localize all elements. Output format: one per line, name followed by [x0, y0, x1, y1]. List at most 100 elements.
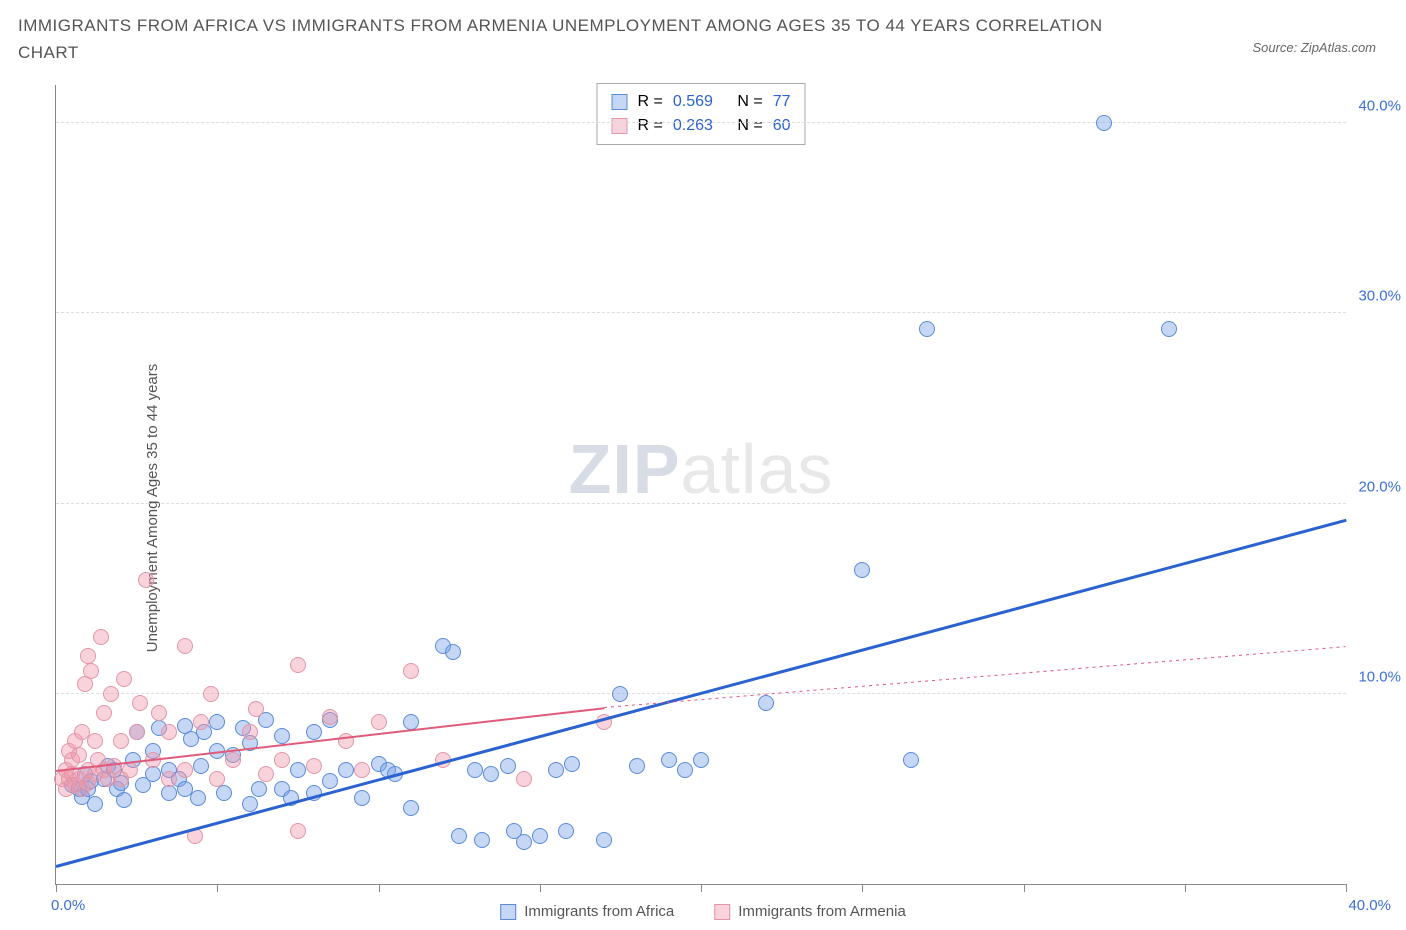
gridline: [56, 122, 1346, 123]
data-point: [248, 701, 264, 717]
watermark: ZIPatlas: [569, 429, 834, 509]
data-point: [532, 828, 548, 844]
r-value-africa: 0.569: [673, 90, 713, 114]
data-point: [854, 562, 870, 578]
data-point: [177, 638, 193, 654]
bottom-legend: Immigrants from Africa Immigrants from A…: [500, 903, 906, 920]
data-point: [190, 790, 206, 806]
r-label: R =: [638, 90, 663, 114]
x-tick: [379, 884, 380, 892]
source-credit: Source: ZipAtlas.com: [1252, 40, 1376, 55]
data-point: [193, 758, 209, 774]
data-point: [71, 747, 87, 763]
gridline: [56, 312, 1346, 313]
stats-row-armenia: R = 0.263 N = 60: [612, 114, 791, 138]
data-point: [306, 724, 322, 740]
data-point: [161, 724, 177, 740]
data-point: [116, 792, 132, 808]
x-tick: [1024, 884, 1025, 892]
data-point: [274, 728, 290, 744]
x-tick: [1185, 884, 1186, 892]
data-point: [290, 762, 306, 778]
data-point: [474, 832, 490, 848]
r-label: R =: [638, 114, 663, 138]
gridline: [56, 503, 1346, 504]
n-label: N =: [737, 114, 762, 138]
data-point: [129, 724, 145, 740]
data-point: [677, 762, 693, 778]
data-point: [629, 758, 645, 774]
y-tick-label: 10.0%: [1358, 668, 1401, 685]
data-point: [103, 686, 119, 702]
x-tick: [862, 884, 863, 892]
data-point: [322, 709, 338, 725]
data-point: [290, 657, 306, 673]
data-point: [451, 828, 467, 844]
swatch-africa: [500, 904, 516, 920]
data-point: [242, 796, 258, 812]
data-point: [96, 705, 112, 721]
data-point: [258, 766, 274, 782]
x-tick: [701, 884, 702, 892]
data-point: [225, 752, 241, 768]
y-tick-label: 30.0%: [1358, 288, 1401, 305]
data-point: [403, 663, 419, 679]
stats-row-africa: R = 0.569 N = 77: [612, 90, 791, 114]
data-point: [322, 773, 338, 789]
data-point: [193, 714, 209, 730]
data-point: [274, 752, 290, 768]
data-point: [467, 762, 483, 778]
data-point: [354, 790, 370, 806]
data-point: [177, 762, 193, 778]
data-point: [203, 686, 219, 702]
swatch-armenia: [612, 118, 628, 134]
chart-container: Unemployment Among Ages 35 to 44 years Z…: [0, 85, 1406, 930]
x-tick: [540, 884, 541, 892]
data-point: [758, 695, 774, 711]
data-point: [132, 695, 148, 711]
data-point: [209, 714, 225, 730]
data-point: [445, 644, 461, 660]
data-point: [116, 671, 132, 687]
data-point: [251, 781, 267, 797]
x-tick-label: 40.0%: [1348, 897, 1391, 914]
data-point: [290, 823, 306, 839]
x-tick: [56, 884, 57, 892]
data-point: [87, 796, 103, 812]
data-point: [596, 832, 612, 848]
data-point: [548, 762, 564, 778]
data-point: [612, 686, 628, 702]
swatch-armenia: [714, 904, 730, 920]
x-tick: [217, 884, 218, 892]
n-value-armenia: 60: [773, 114, 791, 138]
data-point: [93, 629, 109, 645]
data-point: [209, 771, 225, 787]
y-tick-label: 40.0%: [1358, 98, 1401, 115]
n-value-africa: 77: [773, 90, 791, 114]
data-point: [483, 766, 499, 782]
data-point: [558, 823, 574, 839]
data-point: [903, 752, 919, 768]
data-point: [500, 758, 516, 774]
data-point: [564, 756, 580, 772]
data-point: [83, 663, 99, 679]
r-value-armenia: 0.263: [673, 114, 713, 138]
data-point: [242, 724, 258, 740]
data-point: [306, 758, 322, 774]
data-point: [516, 771, 532, 787]
y-tick-label: 20.0%: [1358, 478, 1401, 495]
stats-legend-box: R = 0.569 N = 77 R = 0.263 N = 60: [597, 83, 806, 145]
data-point: [661, 752, 677, 768]
legend-item-armenia: Immigrants from Armenia: [714, 903, 906, 920]
legend-item-africa: Immigrants from Africa: [500, 903, 674, 920]
legend-label: Immigrants from Africa: [524, 903, 674, 920]
data-point: [693, 752, 709, 768]
data-point: [1096, 115, 1112, 131]
data-point: [151, 705, 167, 721]
data-point: [87, 733, 103, 749]
n-label: N =: [737, 90, 762, 114]
data-point: [371, 714, 387, 730]
data-point: [403, 800, 419, 816]
data-point: [1161, 321, 1177, 337]
data-point: [161, 771, 177, 787]
